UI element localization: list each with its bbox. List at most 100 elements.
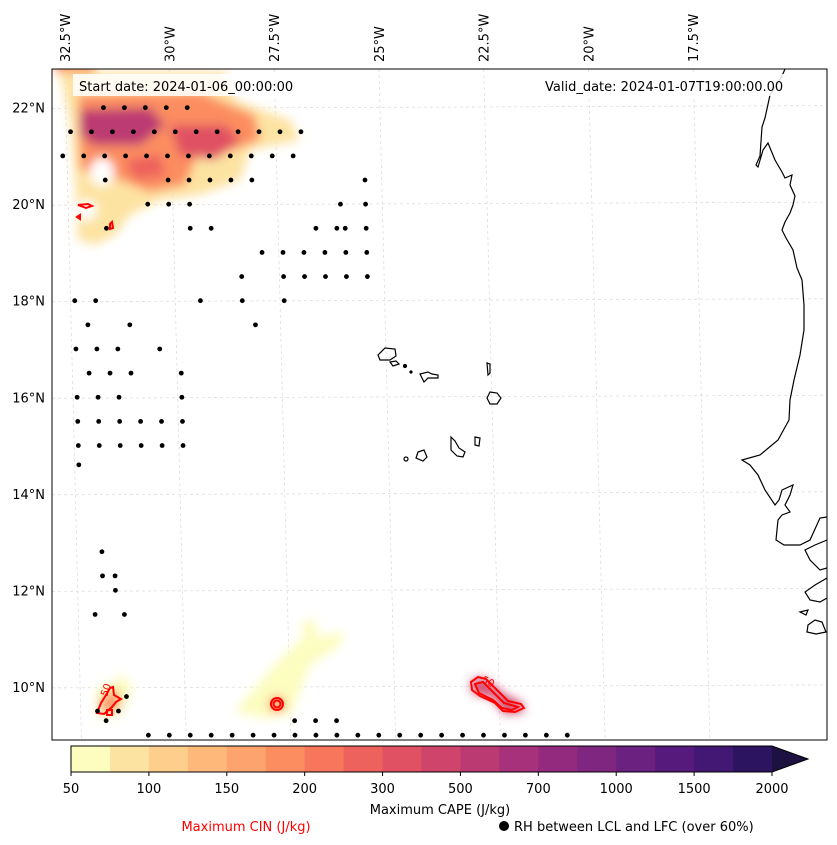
rh-dot bbox=[128, 370, 134, 376]
start-date-box bbox=[73, 74, 318, 96]
rh-dot bbox=[145, 732, 151, 738]
gridline-lon-6 bbox=[692, 69, 711, 740]
rh-dot bbox=[271, 732, 277, 738]
rh-dot bbox=[269, 153, 275, 159]
rh-dot bbox=[163, 105, 169, 111]
rh-legend-marker-icon bbox=[499, 821, 509, 831]
rh-dot bbox=[122, 612, 127, 617]
rh-dot bbox=[110, 129, 115, 135]
rh-dot bbox=[502, 732, 507, 738]
colorbar-tick-label: 1500 bbox=[678, 782, 711, 797]
cin-contour-nw-1 bbox=[77, 202, 95, 210]
cape-region-northwest-core bbox=[80, 108, 165, 145]
lat-tick-label: 10°N bbox=[12, 681, 45, 696]
rh-dot bbox=[180, 418, 185, 424]
colorbar-tick-label: 500 bbox=[448, 782, 473, 797]
rh-dot bbox=[95, 708, 100, 714]
rh-dot bbox=[99, 549, 105, 555]
colorbar-segment bbox=[148, 746, 189, 772]
colorbar-tick-label: 1000 bbox=[600, 782, 633, 797]
rh-dot bbox=[250, 732, 256, 738]
rh-dot bbox=[184, 105, 190, 111]
rh-dot bbox=[187, 732, 193, 738]
rh-dot bbox=[113, 587, 118, 593]
colorbar-segment bbox=[304, 746, 345, 772]
lon-tick-label: 20°W bbox=[582, 26, 597, 62]
cin-contour-nw-3 bbox=[109, 219, 115, 231]
rh-dot bbox=[94, 346, 100, 352]
rh-dot bbox=[376, 732, 382, 738]
island-bissagos-1 bbox=[798, 609, 809, 616]
rh-dot bbox=[227, 153, 233, 159]
rh-dot bbox=[248, 153, 254, 159]
cape-shading bbox=[55, 69, 524, 718]
colorbar-tick-label: 200 bbox=[292, 782, 317, 797]
rh-dot bbox=[198, 298, 203, 304]
colorbar-segment bbox=[109, 746, 150, 772]
colorbar-segment bbox=[577, 746, 617, 772]
colorbar-tick-label: 300 bbox=[370, 782, 395, 797]
rh-dot bbox=[96, 418, 102, 424]
cape-region-northwest-core3 bbox=[125, 155, 165, 180]
island-fogo bbox=[415, 449, 428, 462]
rh-dot bbox=[281, 274, 286, 279]
rh-dot bbox=[138, 418, 143, 424]
rh-legend-label: RH between LCL and LFC (over 60%) bbox=[514, 820, 754, 835]
colorbar-tick-label: 700 bbox=[526, 782, 551, 797]
rh-dot bbox=[123, 153, 128, 159]
colorbar-tick-label: 50 bbox=[63, 782, 80, 797]
rh-dot bbox=[343, 250, 349, 255]
rh-dot bbox=[298, 129, 304, 135]
lat-tick-label: 20°N bbox=[12, 198, 45, 213]
gridline-lon-1 bbox=[169, 69, 187, 740]
africa-coastline-2 bbox=[804, 539, 827, 571]
cin-label-sw: 50 bbox=[99, 682, 114, 698]
rh-dot bbox=[86, 370, 92, 376]
rh-dot bbox=[355, 732, 361, 738]
rh-dot bbox=[165, 177, 171, 183]
rh-dot bbox=[172, 129, 178, 135]
rh-dot bbox=[116, 708, 121, 714]
lat-tick-label: 16°N bbox=[12, 391, 45, 406]
gridlines bbox=[52, 69, 827, 740]
rh-dot bbox=[208, 225, 214, 231]
rh-dot bbox=[338, 201, 343, 207]
rh-dot bbox=[127, 322, 133, 328]
rh-dot bbox=[60, 153, 66, 159]
valid-date-label: Valid_date: 2024-01-07T19:00:00.00 bbox=[545, 80, 783, 95]
rh-dot bbox=[239, 274, 245, 279]
rh-dot bbox=[116, 394, 122, 400]
rh-dot bbox=[187, 225, 193, 231]
rh-dot bbox=[138, 443, 144, 448]
cape-region-northwest-core2 bbox=[170, 125, 240, 160]
rh-dot bbox=[397, 732, 403, 738]
lon-tick-labels: 32.5°W 30°W 27.5°W 25°W 22.5°W 20°W 17.5°W bbox=[59, 14, 702, 62]
gridline-lon-0 bbox=[64, 69, 82, 740]
rh-dot bbox=[249, 177, 255, 183]
rh-dot bbox=[159, 443, 165, 448]
rh-dot bbox=[228, 177, 234, 183]
rh-dot bbox=[142, 105, 148, 111]
rh-dot bbox=[277, 129, 283, 135]
rh-dot bbox=[144, 153, 149, 159]
start-date-label: Start date: 2024-01-06_00:00:00 bbox=[79, 80, 293, 95]
rh-dot bbox=[253, 322, 258, 328]
rh-dot bbox=[186, 153, 191, 159]
cape-region-central-south bbox=[235, 632, 345, 718]
rh-dot bbox=[100, 573, 105, 579]
gridline-lon-3 bbox=[378, 69, 397, 740]
rh-dot bbox=[344, 274, 349, 279]
rh-dot bbox=[95, 394, 101, 400]
rh-dot bbox=[85, 322, 91, 328]
island-boa-vista bbox=[486, 391, 502, 405]
colorbar-tick-label: 100 bbox=[136, 782, 161, 797]
colorbar-segment bbox=[382, 746, 422, 772]
island-maio bbox=[474, 436, 481, 447]
rh-dot bbox=[121, 105, 127, 111]
rh-dot bbox=[102, 153, 108, 159]
rh-dot bbox=[115, 346, 121, 352]
gridline-lon-4 bbox=[483, 69, 501, 740]
rh-dot bbox=[178, 370, 184, 376]
rh-dot bbox=[179, 394, 185, 400]
